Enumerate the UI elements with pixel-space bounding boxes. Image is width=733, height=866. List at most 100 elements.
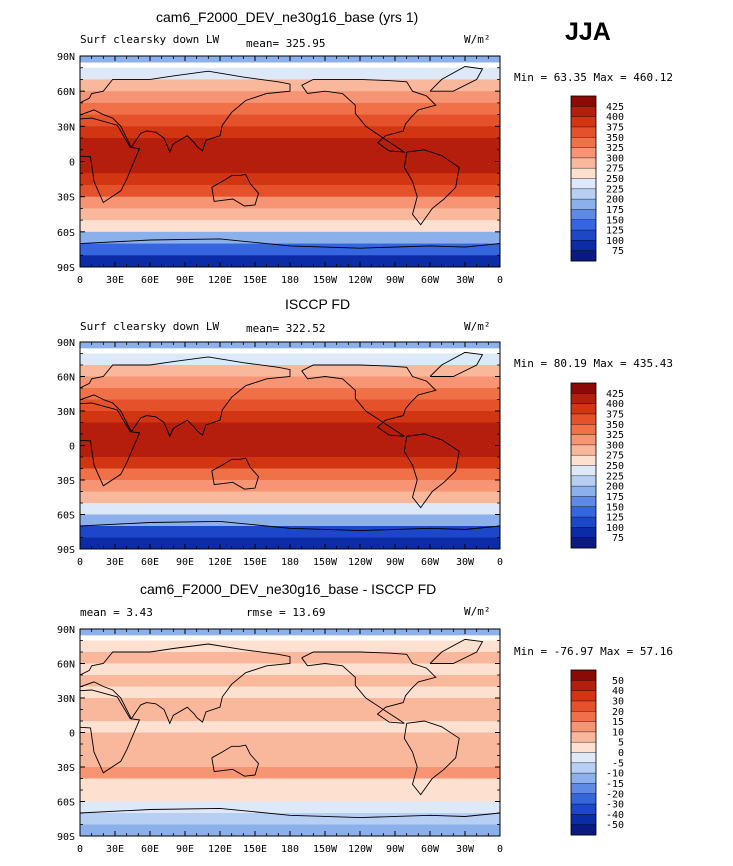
- panel-1-colorbar: 4254003753503253002752502252001751501251…: [570, 95, 624, 262]
- field-band: [80, 503, 500, 516]
- colorbar-swatch: [571, 403, 596, 415]
- colorbar-swatch: [571, 199, 596, 210]
- field-band: [80, 376, 500, 389]
- colorbar-swatch: [571, 230, 596, 241]
- colorbar-label: 150: [606, 215, 624, 226]
- colorbar-swatch: [571, 721, 596, 733]
- field-band: [80, 255, 500, 267]
- colorbar-swatch: [571, 486, 596, 497]
- colorbar-swatch: [571, 537, 596, 549]
- field-band: [80, 514, 500, 527]
- field-band: [80, 422, 500, 435]
- x-tick-label: 0: [497, 275, 503, 286]
- field-band: [80, 640, 500, 653]
- field-band: [80, 686, 500, 699]
- y-tick-label: 60N: [57, 87, 75, 98]
- colorbar-swatch: [571, 700, 596, 712]
- coastline: [80, 70, 291, 154]
- field-band: [80, 208, 500, 221]
- x-tick-label: 150E: [243, 557, 267, 568]
- field-band: [80, 126, 500, 139]
- coastline: [211, 457, 260, 490]
- colorbar-swatch: [571, 219, 596, 231]
- panel-2-colorbar: 4254003753503253002752502252001751501251…: [570, 382, 624, 549]
- colorbar-swatch: [571, 188, 596, 200]
- colorbar-swatch: [571, 742, 596, 753]
- field-band: [80, 698, 500, 711]
- colorbar-label: 425: [606, 102, 624, 113]
- x-tick-label: 90E: [176, 844, 194, 855]
- colorbar-swatch: [571, 116, 596, 128]
- colorbar-label: 350: [606, 133, 624, 144]
- panel-2-mean: mean= 322.52: [246, 322, 326, 335]
- colorbar-swatch: [571, 444, 596, 456]
- y-tick-label: 30N: [57, 694, 75, 705]
- x-tick-label: 0: [77, 557, 83, 568]
- colorbar-label: -20: [606, 789, 624, 800]
- field-band: [80, 732, 500, 745]
- panel-1-units: W/m²: [464, 33, 491, 46]
- coastline: [80, 689, 141, 774]
- x-tick-label: 60E: [141, 844, 159, 855]
- x-tick-label: 30E: [106, 844, 124, 855]
- coastline: [80, 520, 500, 532]
- field-band: [80, 434, 500, 447]
- colorbar-swatch: [571, 773, 596, 784]
- colorbar-label: 275: [606, 451, 624, 462]
- colorbar-label: 50: [612, 676, 624, 687]
- x-tick-label: 60E: [141, 275, 159, 286]
- colorbar-swatch: [571, 434, 596, 446]
- x-tick-label: 120W: [348, 844, 373, 855]
- colorbar-label: 225: [606, 471, 624, 482]
- season-label: JJA: [565, 18, 611, 46]
- colorbar-label: -50: [606, 820, 624, 831]
- y-tick-label: 0: [69, 158, 75, 169]
- field-band: [80, 138, 500, 151]
- x-tick-label: 180: [281, 557, 299, 568]
- x-tick-label: 0: [77, 275, 83, 286]
- panel-1-minmax: Min = 63.35 Max = 460.12: [514, 71, 673, 84]
- colorbar-label: 30: [612, 696, 624, 707]
- colorbar-swatch: [571, 824, 596, 836]
- y-tick-label: 90S: [57, 263, 75, 274]
- x-tick-label: 30W: [456, 844, 475, 855]
- y-tick-label: 90N: [57, 338, 75, 349]
- x-tick-label: 90W: [386, 275, 405, 286]
- x-tick-label: 120W: [348, 557, 373, 568]
- field-band: [80, 243, 500, 256]
- colorbar-swatch: [571, 383, 596, 394]
- colorbar-swatch: [571, 680, 596, 691]
- colorbar-swatch: [571, 126, 596, 138]
- field-band: [80, 149, 500, 163]
- colorbar-label: 225: [606, 184, 624, 195]
- colorbar-label: -15: [606, 779, 624, 790]
- colorbar-label: 175: [606, 205, 624, 216]
- colorbar-label: 350: [606, 420, 624, 431]
- colorbar-label: -5: [612, 758, 624, 769]
- colorbar-swatch: [571, 393, 596, 404]
- field-band: [80, 220, 500, 233]
- x-tick-label: 60E: [141, 557, 159, 568]
- field-band: [80, 388, 500, 401]
- colorbar-label: 15: [612, 717, 624, 728]
- field-band: [80, 721, 500, 734]
- field-band: [80, 411, 500, 424]
- field-band: [80, 790, 500, 803]
- y-tick-label: 90N: [57, 52, 75, 63]
- x-tick-label: 120E: [208, 844, 232, 855]
- field-band: [80, 663, 500, 676]
- y-tick-label: 60N: [57, 660, 75, 671]
- y-tick-label: 90N: [57, 625, 75, 636]
- colorbar-swatch: [571, 413, 596, 425]
- field-band: [80, 231, 500, 245]
- colorbar-swatch: [571, 250, 596, 262]
- x-tick-label: 120E: [208, 557, 232, 568]
- colorbar-swatch: [571, 517, 596, 528]
- x-tick-label: 180: [281, 275, 299, 286]
- colorbar-swatch: [571, 96, 596, 107]
- x-tick-label: 60W: [421, 275, 440, 286]
- panel-1-title: cam6_F2000_DEV_ne30g16_base (yrs 1): [156, 9, 419, 25]
- colorbar-label: 275: [606, 164, 624, 175]
- field-band: [80, 102, 500, 116]
- field-band: [80, 824, 500, 836]
